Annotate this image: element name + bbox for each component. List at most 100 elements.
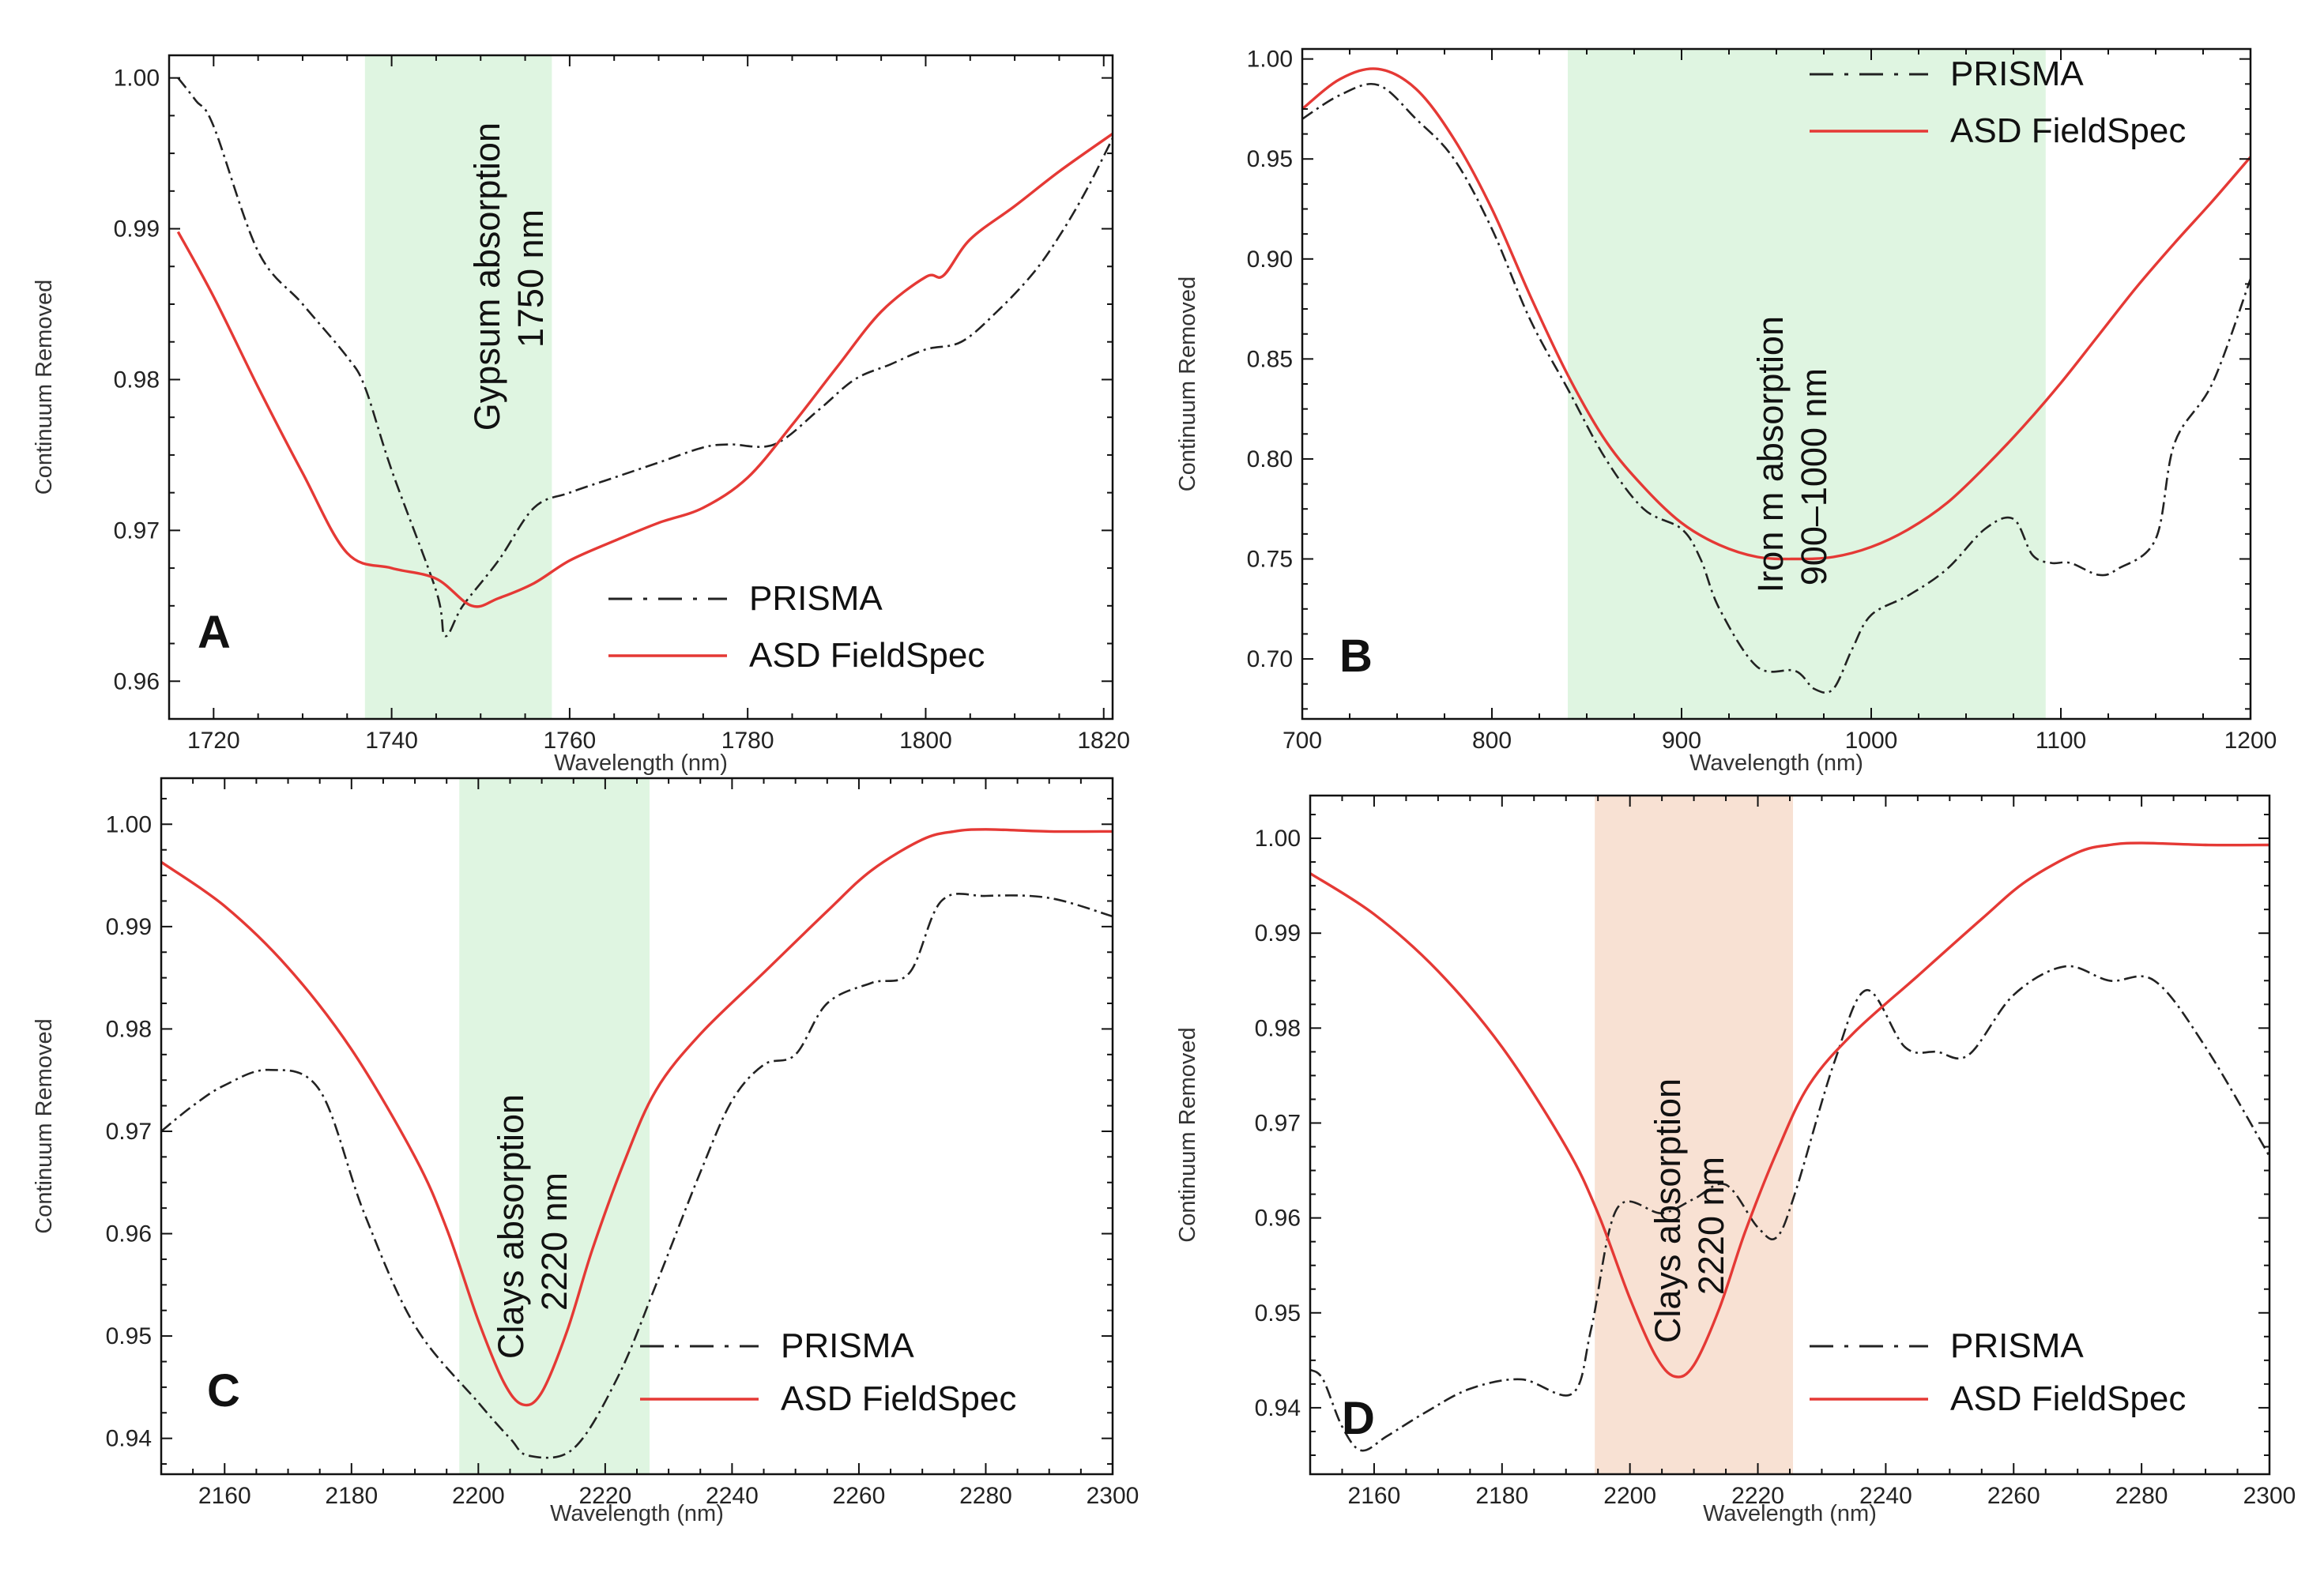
x-tick-label: 1780 [721, 728, 774, 754]
x-tick-label: 1000 [1845, 728, 1898, 754]
absorption-band-label: Gypsum absorption1750 nm [467, 122, 551, 431]
band-label-line: Clays absorption [1648, 1078, 1688, 1343]
y-tick-label: 1.00 [114, 66, 160, 92]
x-tick-label: 2220 [578, 1483, 631, 1509]
x-tick-label: 1200 [2224, 728, 2277, 754]
y-tick-label: 0.98 [114, 367, 160, 393]
x-tick-label: 1100 [2036, 728, 2087, 754]
x-tick-label: 2300 [2243, 1483, 2296, 1509]
legend: PRISMA ASD FieldSpec [608, 579, 985, 675]
y-tick-label: 0.85 [1247, 346, 1293, 372]
x-axis-title: Wavelength (nm) [554, 751, 728, 776]
x-tick-label: 700 [1283, 728, 1322, 754]
x-tick-label: 2220 [1731, 1483, 1784, 1509]
band-label-line: 2220 nm [1691, 1157, 1731, 1295]
absorption-band [364, 55, 552, 719]
legend-label: ASD FieldSpec [1950, 1379, 2186, 1418]
x-tick-label: 2240 [706, 1483, 759, 1509]
legend: PRISMA ASD FieldSpec [1810, 55, 2186, 150]
asd-fieldspec-series-line [176, 132, 1113, 608]
legend-label: PRISMA [749, 579, 883, 618]
y-tick-label: 1.00 [106, 811, 152, 837]
x-tick-label: 1820 [1077, 728, 1130, 754]
y-tick-label: 0.97 [106, 1119, 152, 1145]
panel-letter: B [1339, 630, 1373, 682]
y-tick-label: 0.96 [106, 1221, 152, 1247]
x-tick-label: 2260 [833, 1483, 886, 1509]
panel-letter: C [207, 1365, 240, 1417]
band-label-line: 2220 nm [534, 1172, 574, 1311]
y-tick-label: 0.95 [1255, 1300, 1301, 1326]
panel-b: 700 800 900 1000 1100 1200 0.70 0.75 0.80 0.85 0.9… [1175, 47, 2277, 776]
y-tick-label: 0.95 [1247, 146, 1293, 172]
absorption-band [459, 778, 650, 1474]
x-axis-title: Wavelength (nm) [550, 1501, 724, 1526]
y-tick-label: 1.00 [1255, 826, 1301, 852]
band-label-line: 1750 nm [510, 209, 551, 348]
band-label-line: Gypsum absorption [467, 122, 507, 431]
panel-a: 1720 1740 1760 1780 1800 1820 0.96 0.97 0.98 0.99… [32, 54, 1130, 776]
prisma-series-line [161, 893, 1113, 1459]
x-tick-label: 1740 [365, 728, 418, 754]
y-tick-label: 0.75 [1247, 546, 1293, 572]
x-tick-label: 1760 [544, 728, 597, 754]
asd-fieldspec-series-line [1310, 841, 2269, 1379]
x-tick-label: 2160 [1348, 1483, 1401, 1509]
y-tick-label: 0.80 [1247, 446, 1293, 472]
x-tick-label: 2160 [198, 1483, 251, 1509]
absorption-band-label: Clays absorption2220 nm [491, 1094, 574, 1359]
x-tick-label: 2260 [1987, 1483, 2040, 1509]
legend: PRISMA ASD FieldSpec [640, 1326, 1016, 1418]
x-tick-label: 2300 [1087, 1483, 1139, 1509]
x-tick-label: 2180 [325, 1483, 378, 1509]
x-axis-title: Wavelength (nm) [1703, 1501, 1877, 1526]
y-axis-title: Continuum Removed [1175, 277, 1200, 491]
y-tick-label: 0.95 [106, 1323, 152, 1349]
x-tick-label: 2240 [1859, 1483, 1912, 1509]
axes-frame [168, 54, 1114, 721]
panel-c: 2160 2180 2200 2220 2240 2260 2280 2300 0.94 0.95… [32, 777, 1139, 1526]
x-tick-label: 2280 [959, 1483, 1012, 1509]
panel-letter: A [198, 607, 231, 658]
band-label-line: 900–1000 nm [1794, 368, 1834, 585]
x-tick-label: 2200 [1603, 1483, 1656, 1509]
absorption-band [1595, 796, 1794, 1474]
y-tick-label: 0.97 [1255, 1110, 1301, 1136]
panel-letter: D [1342, 1393, 1375, 1444]
legend: PRISMA ASD FieldSpec [1810, 1326, 2186, 1418]
legend-label: ASD FieldSpec [1950, 111, 2186, 150]
prisma-series-line [1310, 965, 2269, 1452]
legend-label: ASD FieldSpec [781, 1379, 1016, 1418]
y-tick-label: 0.70 [1247, 646, 1293, 672]
absorption-band-label: Iron m absorption900–1000 nm [1750, 316, 1834, 593]
x-tick-label: 900 [1662, 728, 1701, 754]
legend-label: ASD FieldSpec [749, 636, 985, 675]
x-tick-label: 2180 [1475, 1483, 1528, 1509]
panel-d: 2160 2180 2200 2220 2240 2260 2280 2300 0.94 0.95… [1175, 794, 2296, 1526]
y-tick-label: 1.00 [1247, 47, 1293, 73]
y-tick-label: 0.98 [1255, 1015, 1301, 1041]
legend-label: PRISMA [1950, 55, 2084, 93]
y-axis-title: Continuum Removed [1175, 1027, 1200, 1242]
absorption-band-label: Clays absorption2220 nm [1648, 1078, 1731, 1343]
y-tick-label: 0.96 [114, 668, 160, 694]
y-tick-label: 0.99 [1255, 920, 1301, 946]
legend-label: PRISMA [1950, 1326, 2084, 1365]
band-label-line: Clays absorption [491, 1094, 531, 1359]
prisma-series-line [1302, 83, 2251, 694]
x-tick-label: 2200 [452, 1483, 505, 1509]
y-axis-title: Continuum Removed [32, 280, 57, 495]
band-label-line: Iron m absorption [1750, 316, 1791, 593]
x-tick-label: 1800 [899, 728, 952, 754]
y-tick-label: 0.96 [1255, 1206, 1301, 1232]
x-tick-label: 800 [1472, 728, 1512, 754]
y-tick-label: 0.94 [106, 1426, 152, 1452]
y-tick-label: 0.97 [114, 517, 160, 544]
y-tick-label: 0.94 [1255, 1395, 1301, 1421]
x-axis-title: Wavelength (nm) [1689, 751, 1863, 776]
y-tick-label: 0.99 [114, 216, 160, 243]
asd-fieldspec-series-line [1302, 67, 2251, 561]
legend-label: PRISMA [781, 1326, 914, 1365]
y-tick-label: 0.90 [1247, 246, 1293, 273]
